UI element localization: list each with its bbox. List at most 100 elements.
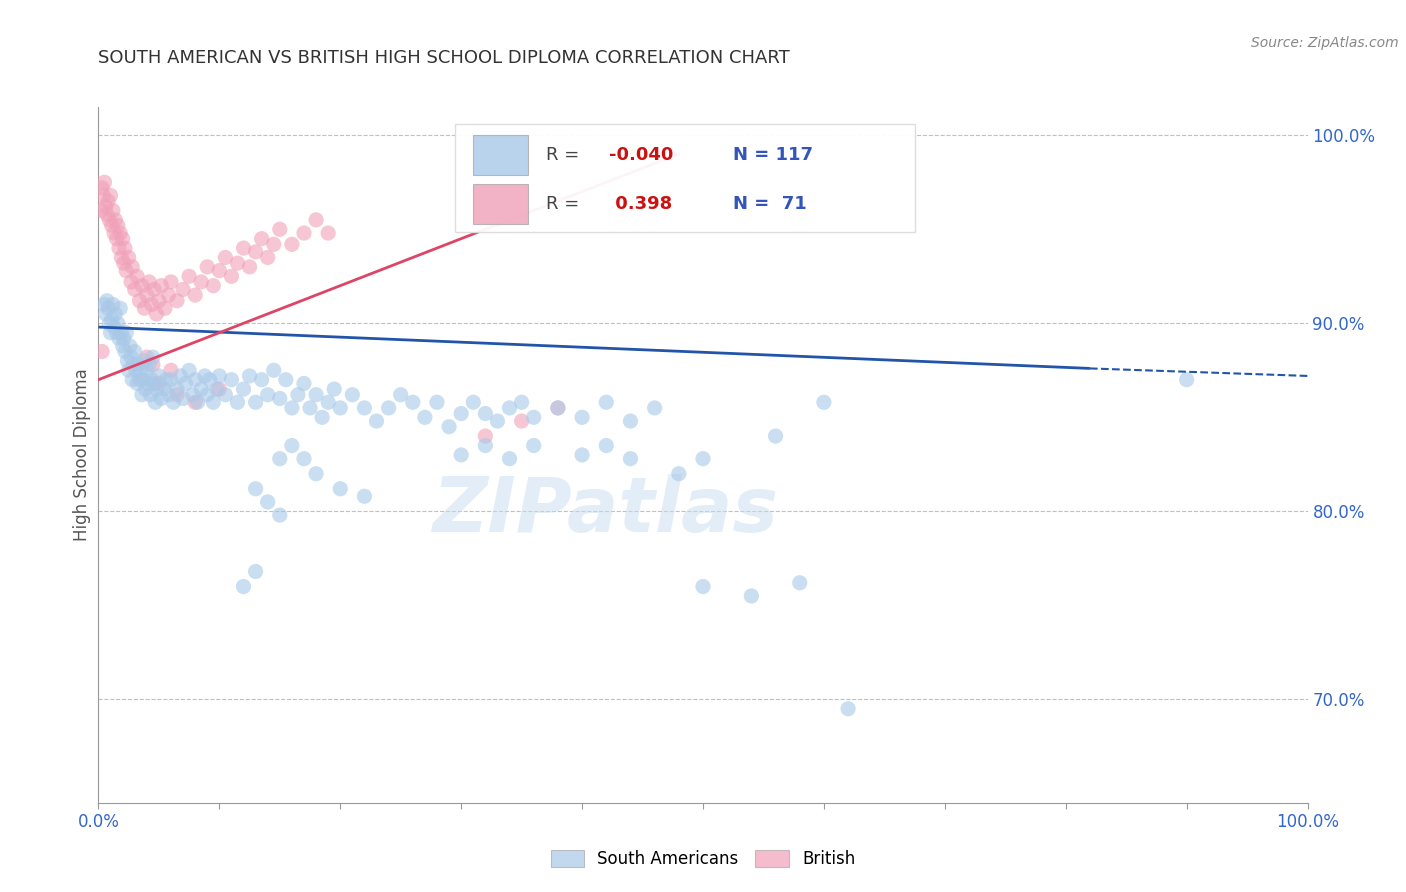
Point <box>571 448 593 462</box>
Point <box>463 395 485 409</box>
Point <box>96 207 118 221</box>
Point <box>510 414 533 428</box>
Point <box>353 401 375 415</box>
Point <box>131 388 153 402</box>
Point <box>100 219 122 233</box>
Point <box>474 438 496 452</box>
Point <box>305 388 328 402</box>
Point <box>98 316 121 330</box>
Point <box>198 373 221 387</box>
Point <box>740 589 762 603</box>
Point <box>141 373 163 387</box>
Point <box>93 297 115 311</box>
Point <box>174 376 197 391</box>
Point <box>329 482 352 496</box>
Point <box>117 354 139 368</box>
Bar <box>474 135 527 175</box>
Point <box>245 244 267 259</box>
Point <box>143 282 166 296</box>
Point <box>103 226 125 240</box>
Point <box>157 288 180 302</box>
Text: -0.040: -0.040 <box>609 146 673 164</box>
Point <box>162 395 184 409</box>
Point <box>547 401 569 415</box>
Point <box>125 363 148 377</box>
Point <box>281 401 304 415</box>
Point <box>413 410 436 425</box>
Point <box>108 331 131 345</box>
Point <box>132 373 155 387</box>
Point <box>292 376 315 391</box>
Point <box>195 260 218 274</box>
Point <box>377 401 399 415</box>
Point <box>208 263 231 277</box>
Point <box>153 301 176 316</box>
Point <box>131 278 153 293</box>
Point <box>184 288 207 302</box>
Point <box>239 260 262 274</box>
Point <box>129 363 152 377</box>
Point <box>232 580 254 594</box>
Point <box>122 358 145 372</box>
Point <box>342 388 364 402</box>
Point <box>160 275 183 289</box>
Point <box>135 363 157 377</box>
Point <box>571 410 593 425</box>
Point <box>169 368 191 383</box>
Point <box>208 382 231 396</box>
Point <box>692 580 714 594</box>
Point <box>450 407 472 421</box>
Point <box>138 275 160 289</box>
Point <box>208 368 231 383</box>
Point <box>263 237 285 252</box>
Point <box>136 376 159 391</box>
Y-axis label: High School Diploma: High School Diploma <box>73 368 91 541</box>
Point <box>166 293 188 308</box>
Point <box>124 282 146 296</box>
Point <box>166 388 188 402</box>
Point <box>311 410 333 425</box>
Point <box>128 293 150 308</box>
Point <box>269 508 291 522</box>
Point <box>619 414 641 428</box>
Text: 0.398: 0.398 <box>609 194 672 213</box>
Point <box>316 226 339 240</box>
Point <box>426 395 449 409</box>
Point <box>450 448 472 462</box>
Point <box>256 495 278 509</box>
Point <box>221 269 243 284</box>
Point <box>150 392 173 406</box>
Point <box>127 376 149 391</box>
Point <box>474 407 496 421</box>
Point <box>250 373 273 387</box>
Point <box>103 320 125 334</box>
Point <box>269 392 291 406</box>
Point <box>97 194 120 208</box>
Point <box>114 344 136 359</box>
Point <box>145 382 167 396</box>
Point <box>91 344 114 359</box>
Point <box>115 326 138 340</box>
Point <box>402 395 425 409</box>
Point <box>97 301 120 316</box>
Point <box>111 232 134 246</box>
Point <box>150 278 173 293</box>
Point <box>143 376 166 391</box>
Point <box>148 368 170 383</box>
Point <box>644 401 666 415</box>
Text: Source: ZipAtlas.com: Source: ZipAtlas.com <box>1251 36 1399 50</box>
Point <box>104 212 127 227</box>
Point <box>143 395 166 409</box>
Point <box>269 451 291 466</box>
Point <box>437 419 460 434</box>
Point <box>523 438 546 452</box>
Point <box>765 429 787 443</box>
Point <box>668 467 690 481</box>
Point <box>135 382 157 396</box>
Point <box>100 326 122 340</box>
Legend: South Americans, British: South Americans, British <box>544 843 862 874</box>
Point <box>172 392 194 406</box>
Point <box>166 382 188 396</box>
Text: SOUTH AMERICAN VS BRITISH HIGH SCHOOL DIPLOMA CORRELATION CHART: SOUTH AMERICAN VS BRITISH HIGH SCHOOL DI… <box>98 49 790 67</box>
Point <box>316 395 339 409</box>
